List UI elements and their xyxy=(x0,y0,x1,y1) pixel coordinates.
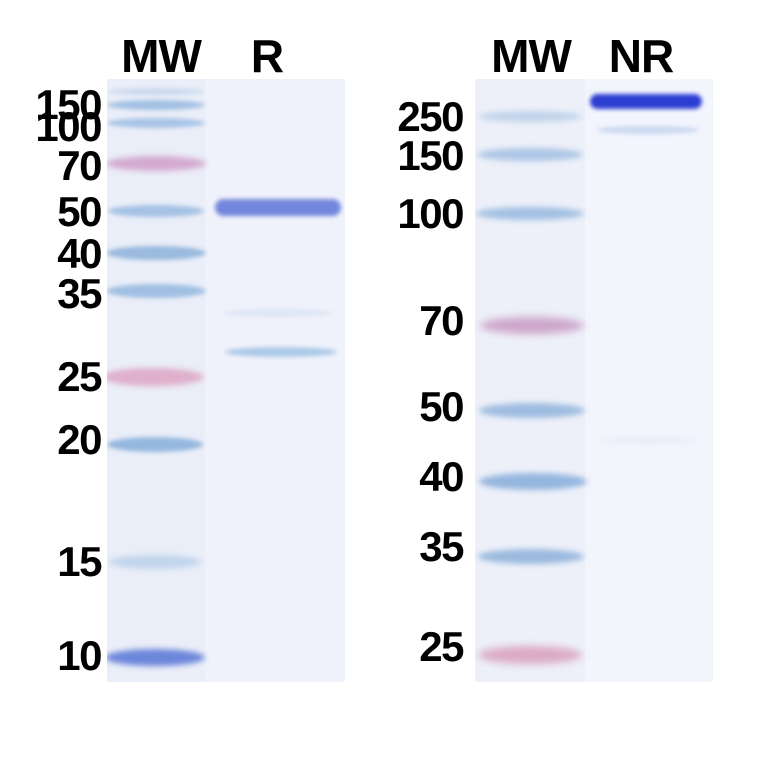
protein-band xyxy=(476,206,584,220)
mw-label: 70 xyxy=(419,297,464,344)
mw-label: 10 xyxy=(57,632,102,679)
protein-band xyxy=(479,402,585,418)
protein-band xyxy=(108,205,204,217)
protein-band xyxy=(478,110,582,122)
mw-label: 50 xyxy=(419,383,464,430)
protein-band xyxy=(107,155,206,171)
mw-label: 40 xyxy=(419,453,464,500)
protein-band xyxy=(107,284,206,298)
protein-band xyxy=(600,436,700,444)
mw-label: 150 xyxy=(35,81,102,128)
protein-band xyxy=(108,87,204,95)
protein-band xyxy=(596,126,700,134)
protein-band xyxy=(477,147,583,161)
mw-label: 100 xyxy=(35,103,102,150)
lane-header: NR xyxy=(608,30,674,82)
protein-band xyxy=(479,472,587,490)
protein-band xyxy=(478,646,582,664)
gel-reduced xyxy=(107,79,345,682)
lane-header: MW xyxy=(121,30,202,82)
protein-band xyxy=(480,316,584,334)
mw-label: 150 xyxy=(397,132,464,179)
mw-label: 40 xyxy=(57,230,102,277)
protein-band xyxy=(215,198,341,216)
mw-label: 70 xyxy=(57,142,102,189)
mw-label: 250 xyxy=(397,93,464,140)
protein-band xyxy=(107,368,204,386)
protein-band xyxy=(107,648,205,666)
protein-band xyxy=(107,100,205,110)
protein-band xyxy=(225,347,337,357)
protein-band xyxy=(223,309,333,317)
mw-label: 25 xyxy=(419,623,464,670)
mw-label: 15 xyxy=(57,538,102,585)
lane-header: MW xyxy=(491,30,572,82)
protein-band xyxy=(107,118,205,128)
protein-band xyxy=(478,548,584,564)
protein-band xyxy=(590,93,702,109)
protein-band xyxy=(109,555,201,569)
protein-band xyxy=(107,436,203,452)
protein-band xyxy=(107,246,206,260)
mw-label: 35 xyxy=(419,523,464,570)
gel-reduced-lane-sample-r xyxy=(205,79,345,682)
mw-label: 50 xyxy=(57,188,102,235)
mw-label: 20 xyxy=(57,416,102,463)
gel-nonreduced-lane-mw-markers xyxy=(475,79,585,682)
lane-header: R xyxy=(250,30,284,82)
gel-nonreduced-lane-sample-nr xyxy=(585,79,713,682)
mw-label: 100 xyxy=(397,190,464,237)
gel-nonreduced xyxy=(475,79,713,682)
mw-label: 25 xyxy=(57,353,102,400)
mw-label: 35 xyxy=(57,270,102,317)
